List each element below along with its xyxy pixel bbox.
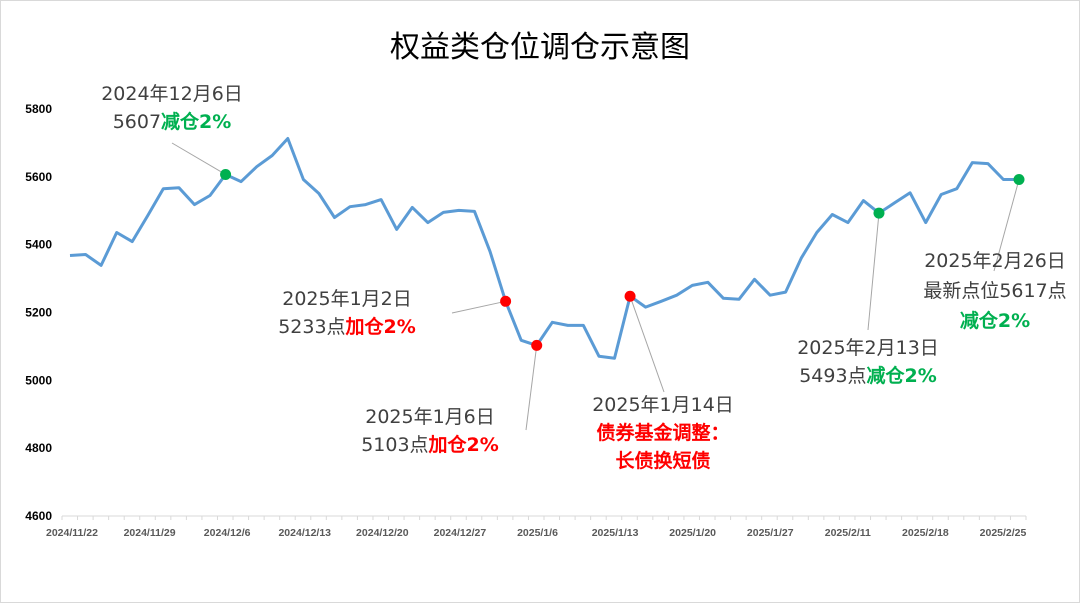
x-tick-label: 2024/11/29: [124, 527, 176, 539]
leader-line: [629, 296, 665, 393]
y-tick-label: 5600: [25, 170, 52, 184]
x-tick-label: 2025/2/18: [902, 527, 949, 539]
y-tick-label: 4600: [25, 509, 52, 523]
annotation-action: 减仓2%: [866, 365, 937, 387]
annotation-2025-02-26: 2025年2月26日 最新点位5617点 减仓2%: [915, 246, 1075, 336]
x-tick-label: 2024/12/27: [434, 527, 487, 539]
leader-line: [867, 213, 880, 331]
trade-marker[interactable]: [624, 290, 636, 302]
trade-marker[interactable]: [220, 168, 232, 180]
annotation-action: 加仓2%: [345, 316, 416, 338]
x-tick-label: 2024/12/20: [356, 527, 409, 539]
y-tick-label: 4800: [25, 441, 52, 455]
annotation-date: 2025年1月2日: [282, 288, 412, 310]
trade-marker[interactable]: [873, 207, 885, 219]
x-tick-label: 2024/12/13: [278, 527, 331, 539]
annotation-2025-01-06: 2025年1月6日 5103点加仓2%: [355, 403, 505, 459]
trade-marker[interactable]: [1013, 174, 1025, 186]
annotation-date: 2025年2月13日: [797, 337, 939, 359]
x-tick-label: 2025/1/6: [517, 527, 558, 539]
x-tick-label: 2025/1/27: [747, 527, 794, 539]
annotation-action: 减仓2%: [959, 310, 1031, 332]
x-tick-label: 2025/1/13: [592, 527, 639, 539]
annotation-action: 债券基金调整：: [596, 422, 730, 444]
x-tick-label: 2025/2/11: [825, 527, 871, 539]
annotation-2025-02-13: 2025年2月13日 5493点减仓2%: [788, 334, 948, 390]
trade-marker[interactable]: [500, 295, 512, 307]
annotation-date: 2025年1月14日: [592, 394, 734, 416]
series-line: [69, 137, 1019, 360]
leader-line: [171, 142, 226, 175]
annotation-value: 最新点位5617点: [923, 280, 1067, 302]
annotation-value: 5493点: [799, 365, 867, 387]
y-tick-label: 5200: [25, 306, 52, 320]
leader-line: [525, 345, 538, 431]
trade-marker[interactable]: [531, 339, 543, 351]
annotation-value: 5607: [112, 111, 162, 133]
annotation-action: 加仓2%: [428, 434, 499, 456]
annotation-date: 2025年1月6日: [365, 406, 495, 428]
annotation-value: 5233点: [278, 316, 346, 338]
y-tick-label: 5400: [25, 238, 52, 252]
x-tick-label: 2025/2/25: [980, 527, 1027, 539]
annotation-action: 减仓2%: [161, 111, 232, 133]
annotation-2024-12-06: 2024年12月6日 5607减仓2%: [92, 80, 252, 136]
leader-line: [993, 179, 1020, 272]
chart-title: 权益类仓位调仓示意图: [390, 30, 690, 65]
y-tick-label: 5000: [25, 373, 52, 387]
annotation-date: 2025年2月26日: [924, 250, 1066, 272]
x-tick-label: 2024/12/6: [204, 527, 251, 539]
annotation-2025-01-02: 2025年1月2日 5233点加仓2%: [272, 285, 422, 341]
annotation-action-2: 长债换短债: [615, 450, 711, 472]
y-tick-label: 5800: [25, 102, 52, 116]
annotation-value: 5103点: [361, 434, 429, 456]
leader-line: [451, 300, 506, 314]
x-tick-label: 2025/1/20: [669, 527, 716, 539]
annotation-date: 2024年12月6日: [101, 83, 243, 105]
annotation-2025-01-14: 2025年1月14日 债券基金调整： 长债换短债: [583, 391, 743, 475]
x-tick-label: 2024/11/22: [46, 527, 98, 539]
